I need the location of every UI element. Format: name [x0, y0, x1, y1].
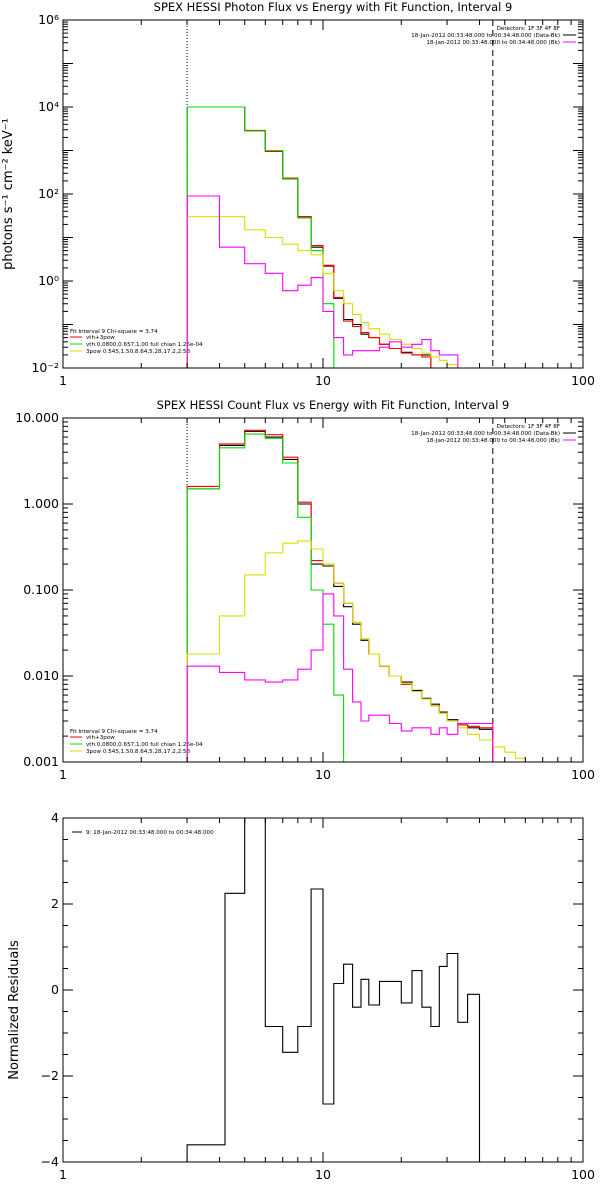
photon-legend-detectors: Detectors: 1F 3F 4F 8F — [497, 26, 560, 32]
plot-area — [186, 418, 537, 762]
series-0-step-line — [186, 106, 432, 368]
count-legend-vth: vth 0.0800,0.657,1.00 full chian 1.26e-0… — [86, 742, 203, 748]
plot-area — [186, 20, 494, 368]
x-tick-label: 100 — [571, 373, 595, 388]
count-legend-detectors: Detectors: 1F 3F 4F 8F — [497, 424, 560, 430]
residuals-legend-label: 9: 18-Jan-2012 00:33:48.000 to 00:34:48.… — [86, 830, 214, 836]
photon-legend-3pow: 3pow 0.545,1.50,8.64,5.28,17.2,2.58 — [86, 349, 191, 355]
y-tick-label: 10² — [38, 186, 59, 201]
y-tick-label: 0.010 — [23, 668, 59, 683]
x-tick-label: 100 — [571, 1167, 595, 1182]
plot-area — [186, 818, 481, 1162]
y-tick-label: 10⁴ — [38, 99, 59, 114]
y-tick-label: 10⁰ — [38, 273, 59, 288]
series-4-step-line — [186, 593, 494, 762]
series-3-step-line — [186, 216, 480, 368]
series-1-step-line — [186, 106, 432, 368]
y-tick-label: 10⁻² — [31, 360, 59, 375]
count-legend-data-bk: 18-Jan-2012 00:33:48.000 to 00:34:48.000… — [411, 431, 560, 437]
photon-legend-data-bk: 18-Jan-2012 00:33:48.000 to 00:34:48.000… — [411, 33, 560, 39]
y-tick-label: 0.001 — [23, 754, 59, 769]
series-3-step-line — [186, 540, 537, 762]
count-flux-panel: SPEX HESSI Count Flux vs Energy with Fit… — [15, 398, 595, 782]
y-tick-label: 10⁶ — [38, 12, 59, 27]
photon-flux-y-axis-label: photons s⁻¹ cm⁻² keV⁻¹ — [1, 118, 16, 270]
series-2-step-line — [186, 433, 353, 762]
y-tick-label: 0 — [51, 982, 59, 997]
count-flux-title: SPEX HESSI Count Flux vs Energy with Fit… — [157, 398, 510, 412]
photon-legend-vth: vth 0.0800,0.657,1.00 full chian 1.26e-0… — [86, 342, 203, 348]
x-tick-label: 10 — [315, 373, 331, 388]
y-tick-label: 4 — [51, 810, 59, 825]
photon-flux-panel: SPEX HESSI Photon Flux vs Energy with Fi… — [1, 0, 595, 388]
y-tick-label: 2 — [51, 896, 59, 911]
x-tick-label: 1 — [59, 373, 67, 388]
y-tick-label: −2 — [41, 1068, 59, 1083]
x-tick-label: 10 — [315, 767, 331, 782]
series-4-step-line — [186, 195, 459, 368]
count-legend-3pow: 3pow 0.545,1.50,8.64,5.28,17.2,2.58 — [86, 749, 191, 755]
plot-frame — [62, 19, 584, 369]
x-tick-label: 1 — [59, 767, 67, 782]
count-legend-vth3pow: vth+3pow — [86, 735, 115, 741]
y-tick-label: 1.000 — [23, 496, 59, 511]
count-legend-fit-header: Fit Interval 9 Chi-square = 3.74 — [70, 729, 158, 735]
x-tick-label: 100 — [571, 767, 595, 782]
y-tick-label: 0.100 — [23, 582, 59, 597]
series-2-step-line — [186, 106, 344, 368]
series-0-step-line — [186, 430, 494, 762]
residuals-y-axis-label: Normalized Residuals — [7, 940, 22, 1080]
photon-legend-fit-header: Fit Interval 9 Chi-square = 3.74 — [70, 329, 158, 335]
x-tick-label: 1 — [59, 1167, 67, 1182]
photon-flux-title: SPEX HESSI Photon Flux vs Energy with Fi… — [154, 0, 513, 14]
y-tick-label: −4 — [41, 1154, 59, 1169]
photon-legend-vth3pow: vth+3pow — [86, 335, 115, 341]
residuals-panel: Normalized Residuals 9: 18-Jan-2012 00:3… — [7, 810, 595, 1182]
series-0-step-line — [186, 818, 481, 1162]
x-tick-label: 10 — [315, 1167, 331, 1182]
y-tick-label: 10.000 — [15, 410, 59, 425]
